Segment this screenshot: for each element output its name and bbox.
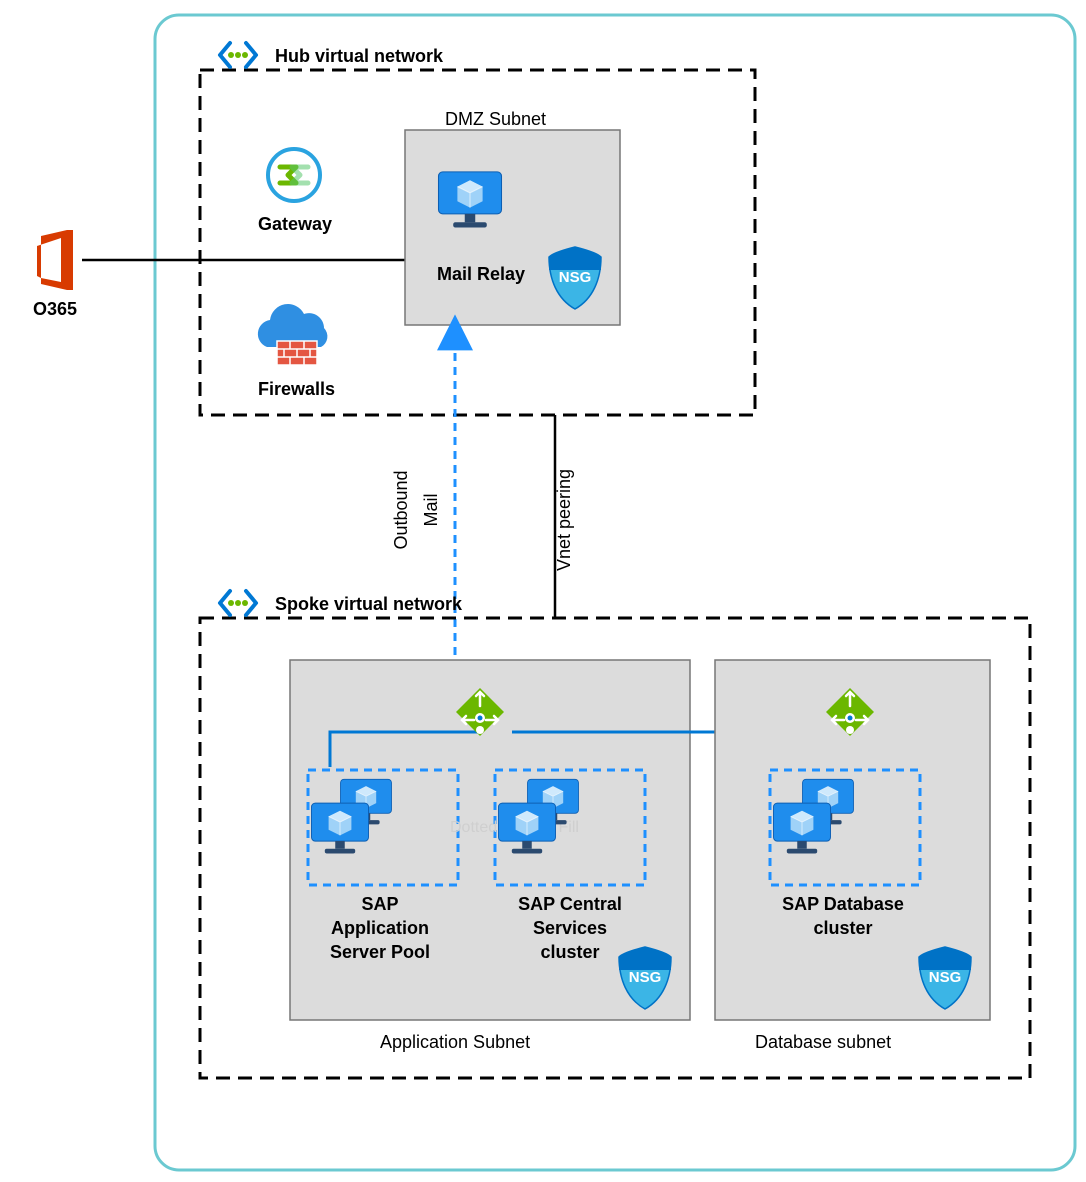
db-nsg-shield-label: NSG [929,969,962,986]
cs-l3: cluster [540,942,599,962]
hub-vnet-label: Hub virtual network [275,46,444,66]
outbound-label-1: Outbound [391,470,411,549]
cs-l2: Services [533,918,607,938]
mail-relay-label: Mail Relay [437,264,525,284]
db-l2: cluster [813,918,872,938]
o365-label: O365 [33,299,77,319]
cs-l1: SAP Central [518,894,622,914]
spoke-vnet-label: Spoke virtual network [275,594,463,614]
app-pool-l2: Application [331,918,429,938]
dmz-subnet-label: DMZ Subnet [445,109,546,129]
outbound-label-2: Mail [421,493,441,526]
app-nsg-shield-label: NSG [629,969,662,986]
app-subnet-label: Application Subnet [380,1032,530,1052]
app-pool-l3: Server Pool [330,942,430,962]
gateway-label: Gateway [258,214,332,234]
gateway-icon [268,149,320,201]
firewalls-label: Firewalls [258,379,335,399]
dmz-nsg-shield-label: NSG [559,269,592,286]
app-pool-l1: SAP [361,894,398,914]
db-subnet-label: Database subnet [755,1032,891,1052]
vnet-peering-label: Vnet peering [554,469,574,571]
db-l1: SAP Database [782,894,904,914]
